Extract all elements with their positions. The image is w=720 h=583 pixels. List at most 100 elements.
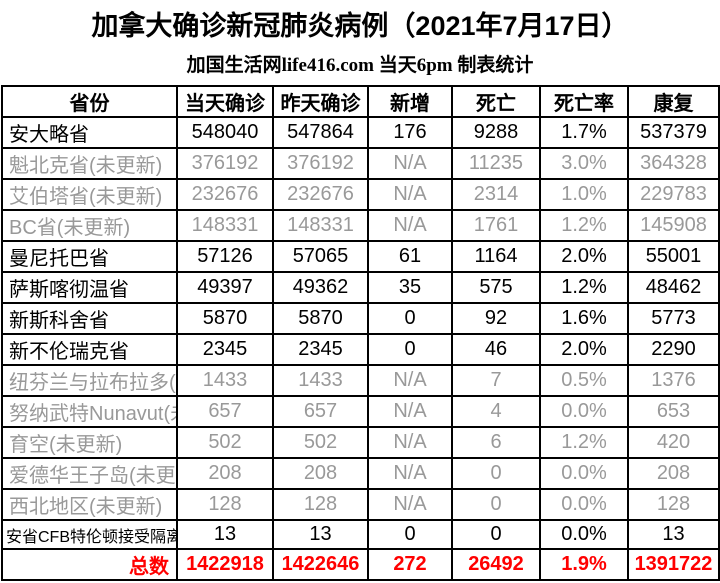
new-cases-cell: N/A [367,364,453,397]
deaths-cell: 46 [451,333,541,366]
recovered-cell: 2290 [627,333,720,366]
new-cases-cell: N/A [367,426,453,459]
yesterday-confirmed-cell: 148331 [272,209,369,242]
new-cases-cell: N/A [367,147,453,180]
province-name-cell: 艾伯塔省(未更新) [1,178,178,211]
province-name-cell: 纽芬兰与拉布拉多(未更新) [1,364,178,397]
deaths-cell: 0 [451,488,541,521]
deaths-cell: 7 [451,364,541,397]
today-confirmed-cell: 49397 [176,271,274,304]
recovered-cell: 13 [627,519,720,550]
province-name-cell: 新不伦瑞克省 [1,333,178,366]
new-cases-cell: 35 [367,271,453,304]
today-confirmed-cell: 2345 [176,333,274,366]
covid-stats-table: 省份 当天确诊 昨天确诊 新增 死亡 死亡率 康复 安大略省 548040 54… [1,85,720,581]
new-cases-cell: N/A [367,488,453,521]
total-recovered-cell: 1391722 [627,548,720,581]
recovered-cell: 364328 [627,147,720,180]
today-confirmed-cell: 128 [176,488,274,521]
today-confirmed-cell: 13 [176,519,274,550]
today-confirmed-cell: 57126 [176,240,274,273]
province-name-cell: 安省CFB特伦顿接受隔离 [1,519,178,550]
deaths-cell: 0 [451,519,541,550]
today-confirmed-cell: 208 [176,457,274,490]
recovered-cell: 145908 [627,209,720,242]
today-confirmed-cell: 548040 [176,116,274,149]
yesterday-confirmed-cell: 376192 [272,147,369,180]
deaths-cell: 1164 [451,240,541,273]
deaths-cell: 575 [451,271,541,304]
today-confirmed-cell: 232676 [176,178,274,211]
header-deaths: 死亡 [451,85,541,118]
province-name-cell: 努纳武特Nunavut(未更新) [1,395,178,428]
yesterday-confirmed-cell: 5870 [272,302,369,335]
table-row-nunavut: 努纳武特Nunavut(未更新) 657 657 N/A 4 0.0% 653 [1,395,720,428]
total-new-cases-cell: 272 [367,548,453,581]
today-confirmed-cell: 502 [176,426,274,459]
yesterday-confirmed-cell: 2345 [272,333,369,366]
new-cases-cell: 0 [367,519,453,550]
yesterday-confirmed-cell: 547864 [272,116,369,149]
deaths-cell: 2314 [451,178,541,211]
death-rate-cell: 0.5% [539,364,629,397]
table-row-alberta: 艾伯塔省(未更新) 232676 232676 N/A 2314 1.0% 22… [1,178,720,211]
deaths-cell: 4 [451,395,541,428]
death-rate-cell: 2.0% [539,240,629,273]
today-confirmed-cell: 376192 [176,147,274,180]
header-death-rate: 死亡率 [539,85,629,118]
deaths-cell: 1761 [451,209,541,242]
recovered-cell: 229783 [627,178,720,211]
recovered-cell: 537379 [627,116,720,149]
today-confirmed-cell: 1433 [176,364,274,397]
new-cases-cell: 0 [367,333,453,366]
yesterday-confirmed-cell: 657 [272,395,369,428]
table-row-nova-scotia: 新斯科舍省 5870 5870 0 92 1.6% 5773 [1,302,720,335]
total-label: 总数 [1,548,178,581]
death-rate-cell: 1.7% [539,116,629,149]
province-name-cell: 萨斯喀彻温省 [1,271,178,304]
table-row-pei: 爱德华王子岛(未更新) 208 208 N/A 0 0.0% 208 [1,457,720,490]
recovered-cell: 55001 [627,240,720,273]
death-rate-cell: 2.0% [539,333,629,366]
death-rate-cell: 1.2% [539,271,629,304]
yesterday-confirmed-cell: 49362 [272,271,369,304]
page-title: 加拿大确诊新冠肺炎病例（2021年7月17日） [91,11,629,41]
new-cases-cell: N/A [367,178,453,211]
province-name-cell: 曼尼托巴省 [1,240,178,273]
new-cases-cell: N/A [367,395,453,428]
recovered-cell: 1376 [627,364,720,397]
province-name-cell: 新斯科舍省 [1,302,178,335]
yesterday-confirmed-cell: 1433 [272,364,369,397]
table-row-manitoba: 曼尼托巴省 57126 57065 61 1164 2.0% 55001 [1,240,720,273]
new-cases-cell: 0 [367,302,453,335]
recovered-cell: 48462 [627,271,720,304]
recovered-cell: 128 [627,488,720,521]
death-rate-cell: 1.2% [539,209,629,242]
province-name-cell: 魁北克省(未更新) [1,147,178,180]
page-subtitle: 加国生活网life416.com 当天6pm 制表统计 [186,55,534,76]
total-today-confirmed-cell: 1422918 [176,548,274,581]
recovered-cell: 5773 [627,302,720,335]
total-row: 总数 1422918 1422646 272 26492 1.9% 139172… [1,548,720,581]
table-row-yukon: 育空(未更新) 502 502 N/A 6 1.2% 420 [1,426,720,459]
deaths-cell: 9288 [451,116,541,149]
header-province: 省份 [1,85,178,118]
deaths-cell: 0 [451,457,541,490]
header-yesterday-confirmed: 昨天确诊 [272,85,369,118]
header-new-cases: 新增 [367,85,453,118]
table-row-saskatchewan: 萨斯喀彻温省 49397 49362 35 575 1.2% 48462 [1,271,720,304]
table-row-cfb-trenton: 安省CFB特伦顿接受隔离 13 13 0 0 0.0% 13 [1,519,720,550]
death-rate-cell: 1.2% [539,426,629,459]
header-today-confirmed: 当天确诊 [176,85,274,118]
death-rate-cell: 0.0% [539,519,629,550]
table-row-new-brunswick: 新不伦瑞克省 2345 2345 0 46 2.0% 2290 [1,333,720,366]
total-death-rate-cell: 1.9% [539,548,629,581]
total-yesterday-confirmed-cell: 1422646 [272,548,369,581]
yesterday-confirmed-cell: 232676 [272,178,369,211]
death-rate-cell: 1.0% [539,178,629,211]
province-name-cell: 安大略省 [1,116,178,149]
deaths-cell: 6 [451,426,541,459]
new-cases-cell: N/A [367,209,453,242]
new-cases-cell: 61 [367,240,453,273]
total-deaths-cell: 26492 [451,548,541,581]
